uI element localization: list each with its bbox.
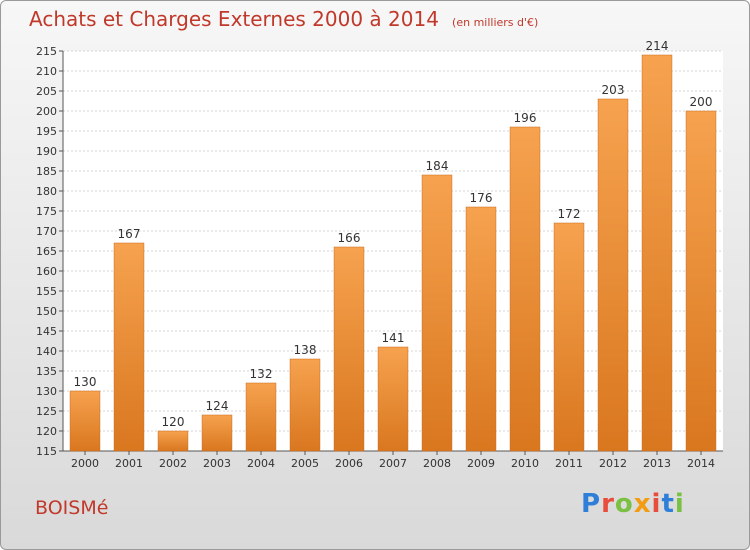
x-tick-label-2011: 2011	[555, 457, 583, 470]
x-tick-label-2009: 2009	[467, 457, 495, 470]
y-tick-label: 145	[36, 325, 57, 338]
bar-2008	[421, 174, 453, 452]
data-label-2003: 124	[206, 399, 229, 413]
x-tick-label-2000: 2000	[71, 457, 99, 470]
bar-2003	[201, 414, 233, 452]
y-tick-label: 120	[36, 425, 57, 438]
bar-2006	[333, 246, 365, 452]
bar-2001	[113, 242, 145, 452]
x-tick-label-2008: 2008	[423, 457, 451, 470]
title-row: Achats et Charges Externes 2000 à 2014 (…	[29, 7, 538, 31]
bar-2007	[377, 346, 409, 452]
x-tick-label-2001: 2001	[115, 457, 143, 470]
data-label-2001: 167	[118, 227, 141, 241]
x-tick-label-2014: 2014	[687, 457, 715, 470]
y-tick-label: 215	[36, 45, 57, 58]
data-label-2008: 184	[426, 159, 449, 173]
y-tick-label: 205	[36, 85, 57, 98]
y-tick-label: 125	[36, 405, 57, 418]
proxiti-logo[interactable]: Proxiti	[581, 489, 685, 519]
y-tick-label: 140	[36, 345, 57, 358]
bar-2011	[553, 222, 585, 452]
bar-2014	[685, 110, 717, 452]
data-label-2000: 130	[74, 375, 97, 389]
y-tick-label: 170	[36, 225, 57, 238]
x-tick-label-2003: 2003	[203, 457, 231, 470]
x-tick-label-2007: 2007	[379, 457, 407, 470]
y-tick-label: 180	[36, 185, 57, 198]
data-label-2004: 132	[250, 367, 273, 381]
bar-2004	[245, 382, 277, 452]
x-tick-label-2002: 2002	[159, 457, 187, 470]
x-tick-label-2010: 2010	[511, 457, 539, 470]
x-tick-label-2013: 2013	[643, 457, 671, 470]
data-label-2002: 120	[162, 415, 185, 429]
data-label-2007: 141	[382, 331, 405, 345]
data-label-2010: 196	[514, 111, 537, 125]
data-label-2005: 138	[294, 343, 317, 357]
bar-2010	[509, 126, 541, 452]
y-tick-label: 185	[36, 165, 57, 178]
y-tick-label: 175	[36, 205, 57, 218]
data-label-2009: 176	[470, 191, 493, 205]
y-tick-label: 160	[36, 265, 57, 278]
y-tick-label: 135	[36, 365, 57, 378]
y-tick-label: 130	[36, 385, 57, 398]
y-tick-label: 150	[36, 305, 57, 318]
y-tick-label: 165	[36, 245, 57, 258]
commune-label: BOISMé	[35, 497, 109, 519]
data-label-2006: 166	[338, 231, 361, 245]
x-tick-label-2005: 2005	[291, 457, 319, 470]
bar-2005	[289, 358, 321, 452]
bar-2009	[465, 206, 497, 452]
data-label-2011: 172	[558, 207, 581, 221]
data-label-2013: 214	[646, 39, 669, 53]
bar-2012	[597, 98, 629, 452]
y-tick-label: 200	[36, 105, 57, 118]
x-tick-label-2006: 2006	[335, 457, 363, 470]
chart-title: Achats et Charges Externes 2000 à 2014	[29, 7, 439, 31]
bar-2002	[157, 430, 189, 452]
y-tick-label: 115	[36, 445, 57, 458]
data-label-2014: 200	[690, 95, 713, 109]
bar-2013	[641, 54, 673, 452]
x-tick-label-2004: 2004	[247, 457, 275, 470]
y-tick-label: 190	[36, 145, 57, 158]
y-tick-label: 195	[36, 125, 57, 138]
data-label-2012: 203	[602, 83, 625, 97]
y-tick-label: 210	[36, 65, 57, 78]
x-tick-label-2012: 2012	[599, 457, 627, 470]
bar-2000	[69, 390, 101, 452]
y-tick-label: 155	[36, 285, 57, 298]
chart-subtitle: (en milliers d'€)	[452, 16, 539, 29]
